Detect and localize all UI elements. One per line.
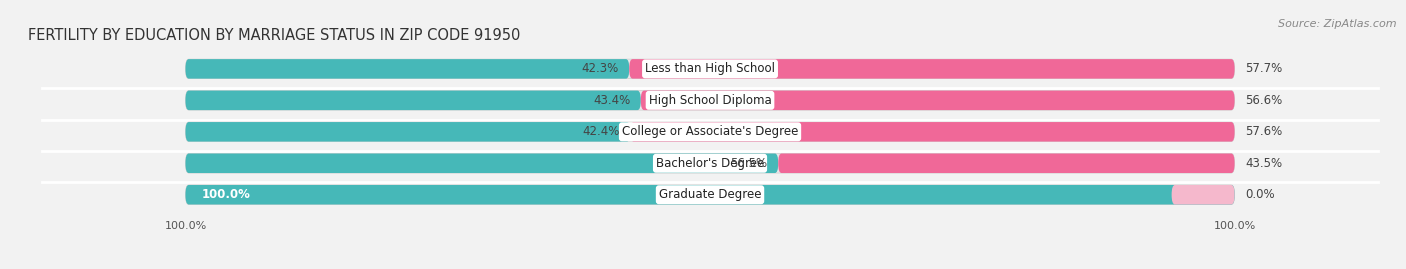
Text: FERTILITY BY EDUCATION BY MARRIAGE STATUS IN ZIP CODE 91950: FERTILITY BY EDUCATION BY MARRIAGE STATU…	[28, 28, 520, 43]
Text: Graduate Degree: Graduate Degree	[659, 188, 761, 201]
Text: 0.0%: 0.0%	[1246, 188, 1275, 201]
Text: 56.5%: 56.5%	[731, 157, 768, 170]
FancyBboxPatch shape	[186, 91, 641, 110]
FancyBboxPatch shape	[186, 91, 1234, 110]
Text: 56.6%: 56.6%	[1246, 94, 1282, 107]
Text: 43.5%: 43.5%	[1246, 157, 1282, 170]
Text: Bachelor's Degree: Bachelor's Degree	[657, 157, 763, 170]
Text: 100.0%: 100.0%	[201, 188, 250, 201]
Text: 42.3%: 42.3%	[582, 62, 619, 75]
FancyBboxPatch shape	[186, 154, 779, 173]
FancyBboxPatch shape	[1171, 185, 1234, 204]
FancyBboxPatch shape	[186, 185, 1234, 204]
Text: 42.4%: 42.4%	[582, 125, 620, 138]
Text: Source: ZipAtlas.com: Source: ZipAtlas.com	[1278, 19, 1396, 29]
FancyBboxPatch shape	[186, 122, 630, 141]
Text: 57.6%: 57.6%	[1246, 125, 1282, 138]
FancyBboxPatch shape	[186, 185, 1234, 204]
FancyBboxPatch shape	[630, 122, 1234, 141]
FancyBboxPatch shape	[641, 91, 1234, 110]
FancyBboxPatch shape	[186, 154, 1234, 173]
Text: High School Diploma: High School Diploma	[648, 94, 772, 107]
Text: 43.4%: 43.4%	[593, 94, 630, 107]
FancyBboxPatch shape	[186, 59, 1234, 79]
Text: 57.7%: 57.7%	[1246, 62, 1282, 75]
FancyBboxPatch shape	[630, 59, 1234, 79]
Text: College or Associate's Degree: College or Associate's Degree	[621, 125, 799, 138]
Text: Less than High School: Less than High School	[645, 62, 775, 75]
FancyBboxPatch shape	[186, 122, 1234, 141]
FancyBboxPatch shape	[186, 59, 630, 79]
FancyBboxPatch shape	[779, 154, 1234, 173]
